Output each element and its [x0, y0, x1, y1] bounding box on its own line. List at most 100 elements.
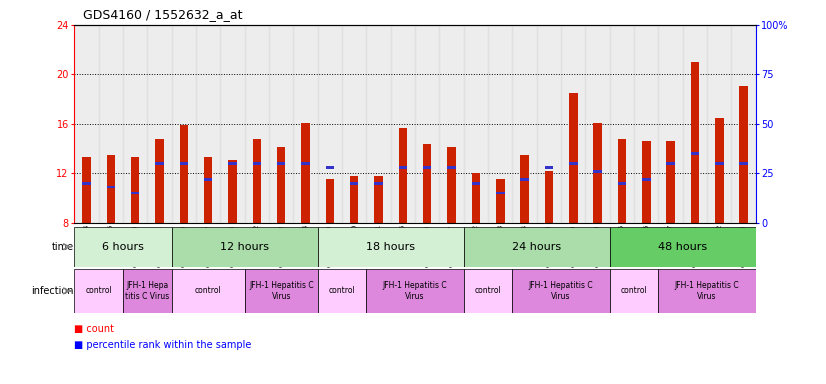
Bar	[367, 25, 391, 223]
Bar	[374, 182, 382, 185]
Bar	[83, 182, 91, 185]
Text: infection: infection	[31, 286, 74, 296]
Bar	[463, 25, 488, 223]
Bar	[172, 25, 196, 223]
Bar	[715, 162, 724, 165]
Text: GDS4160 / 1552632_a_at: GDS4160 / 1552632_a_at	[83, 8, 242, 21]
Text: 48 hours: 48 hours	[658, 242, 707, 252]
Bar	[179, 162, 188, 165]
Bar	[367, 269, 463, 313]
Bar	[715, 118, 724, 223]
Bar	[98, 25, 123, 223]
Bar	[658, 269, 756, 313]
Bar	[618, 182, 626, 185]
Bar	[415, 25, 439, 223]
Bar	[439, 25, 463, 223]
Bar	[269, 25, 293, 223]
Bar	[301, 122, 310, 223]
Bar	[618, 139, 626, 223]
Bar	[423, 166, 431, 169]
Text: control: control	[85, 286, 112, 295]
Bar	[253, 139, 261, 223]
Bar	[123, 269, 172, 313]
Bar	[123, 25, 147, 223]
Bar	[253, 162, 261, 165]
Bar	[448, 166, 456, 169]
Bar	[325, 166, 335, 169]
Bar	[593, 122, 602, 223]
Bar	[642, 178, 651, 180]
Bar	[228, 162, 237, 165]
Text: control: control	[620, 286, 648, 295]
Bar	[593, 170, 602, 173]
Bar	[472, 182, 480, 185]
Bar	[739, 162, 748, 165]
Bar	[658, 25, 683, 223]
Bar	[196, 25, 221, 223]
Bar	[691, 152, 699, 155]
Bar	[399, 166, 407, 169]
Text: 6 hours: 6 hours	[102, 242, 144, 252]
Bar	[520, 155, 529, 223]
Bar	[221, 25, 244, 223]
Bar	[350, 182, 358, 185]
Bar	[107, 186, 115, 189]
Bar	[732, 25, 756, 223]
Bar	[244, 25, 269, 223]
Bar	[155, 139, 164, 223]
Bar	[204, 178, 212, 180]
Text: time: time	[52, 242, 74, 252]
Bar	[325, 179, 335, 223]
Bar	[520, 178, 529, 180]
Text: ■ count: ■ count	[74, 324, 114, 334]
Bar	[318, 227, 463, 267]
Bar	[155, 162, 164, 165]
Text: JFH-1 Hepatitis C
Virus: JFH-1 Hepatitis C Virus	[675, 281, 739, 301]
Bar	[472, 173, 480, 223]
Bar	[642, 141, 651, 223]
Text: JFH-1 Hepatitis C
Virus: JFH-1 Hepatitis C Virus	[382, 281, 448, 301]
Bar	[610, 25, 634, 223]
Text: 18 hours: 18 hours	[366, 242, 415, 252]
Bar	[423, 144, 431, 223]
Bar	[172, 269, 244, 313]
Bar	[544, 166, 553, 169]
Bar	[667, 141, 675, 223]
Bar	[277, 162, 286, 165]
Text: control: control	[329, 286, 355, 295]
Bar	[172, 227, 318, 267]
Bar	[610, 269, 658, 313]
Bar	[74, 269, 123, 313]
Bar	[399, 127, 407, 223]
Bar	[634, 25, 658, 223]
Bar	[739, 86, 748, 223]
Text: 12 hours: 12 hours	[221, 242, 269, 252]
Bar	[147, 25, 172, 223]
Bar	[131, 192, 140, 194]
Bar	[683, 25, 707, 223]
Bar	[293, 25, 318, 223]
Bar	[512, 25, 537, 223]
Bar	[569, 93, 577, 223]
Bar	[131, 157, 140, 223]
Bar	[83, 157, 91, 223]
Text: JFH-1 Hepa
titis C Virus: JFH-1 Hepa titis C Virus	[126, 281, 169, 301]
Text: JFH-1 Hepatitis C
Virus: JFH-1 Hepatitis C Virus	[249, 281, 314, 301]
Bar	[228, 160, 237, 223]
Bar	[318, 25, 342, 223]
Text: JFH-1 Hepatitis C
Virus: JFH-1 Hepatitis C Virus	[529, 281, 593, 301]
Bar	[496, 179, 505, 223]
Bar	[691, 62, 699, 223]
Bar	[667, 162, 675, 165]
Bar	[512, 269, 610, 313]
Bar	[244, 269, 318, 313]
Bar	[463, 269, 512, 313]
Bar	[204, 157, 212, 223]
Bar	[74, 25, 98, 223]
Bar	[496, 192, 505, 194]
Bar	[342, 25, 367, 223]
Bar	[318, 269, 367, 313]
Bar	[707, 25, 732, 223]
Bar	[463, 227, 610, 267]
Text: 24 hours: 24 hours	[512, 242, 562, 252]
